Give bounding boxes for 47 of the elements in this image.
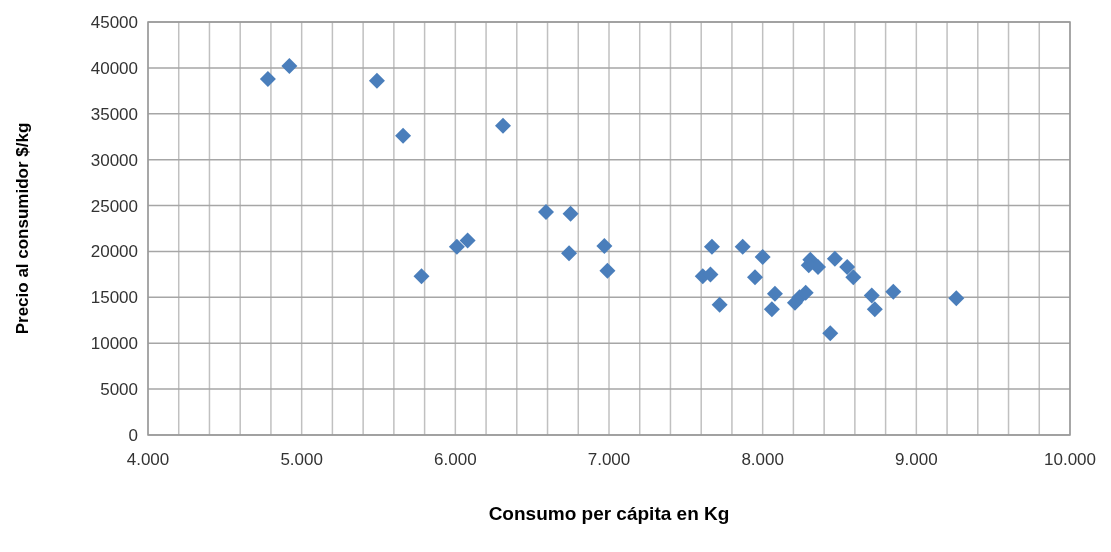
y-tick-label: 25000 [90, 196, 138, 216]
point [448, 238, 465, 255]
y-tick-label: 5000 [100, 380, 138, 400]
point [734, 238, 751, 255]
point [259, 70, 276, 87]
point [754, 248, 771, 265]
y-tick-label: 20000 [90, 242, 138, 262]
point [494, 117, 511, 134]
point [596, 237, 613, 254]
y-tick-label: 40000 [90, 58, 138, 78]
point [562, 205, 579, 222]
y-tick-label: 10000 [90, 334, 138, 354]
point [845, 269, 862, 286]
point [822, 325, 839, 342]
point [866, 301, 883, 318]
y-tick-label: 15000 [90, 288, 138, 308]
point [863, 287, 880, 304]
y-tick-label: 35000 [90, 104, 138, 124]
point [766, 285, 783, 302]
x-tick-label: 5.000 [280, 450, 323, 469]
point [538, 203, 554, 220]
point [599, 262, 616, 279]
point [839, 259, 856, 276]
x-tick-label: 8.000 [741, 450, 784, 469]
point [703, 238, 720, 255]
point [459, 232, 476, 249]
point [413, 268, 430, 285]
point [368, 72, 385, 89]
point [281, 58, 298, 75]
point [746, 269, 763, 286]
x-tick-label: 4.000 [126, 450, 170, 469]
x-tick-label: 6.000 [434, 450, 477, 469]
x-tick-label: 10.000 [1044, 450, 1096, 469]
y-axis-title: Precio al consumidor $/kg [13, 122, 32, 335]
y-tick-label: 0 [128, 425, 138, 445]
point [561, 245, 578, 262]
point [395, 127, 412, 144]
point [763, 301, 780, 318]
x-axis-title: Consumo per cápita en Kg [488, 503, 730, 524]
point [885, 283, 902, 300]
point [711, 296, 728, 313]
y-tick-label: 30000 [90, 150, 138, 170]
y-tick-label: 45000 [90, 12, 138, 32]
x-tick-label: 9.000 [895, 450, 938, 469]
point [826, 250, 843, 267]
x-tick-label: 7.000 [587, 450, 631, 469]
point [948, 290, 965, 307]
